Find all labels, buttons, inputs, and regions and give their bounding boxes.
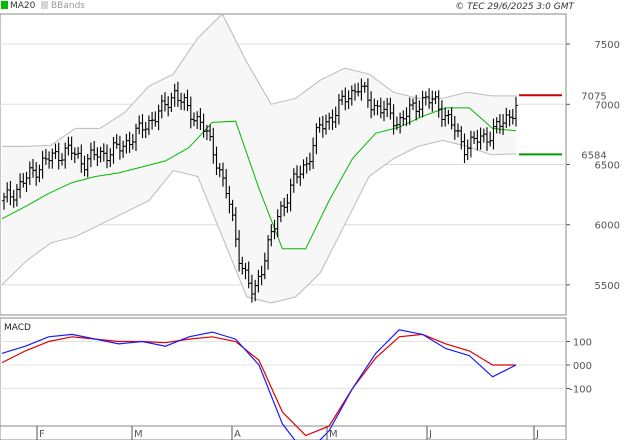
ma20-path bbox=[1, 107, 517, 250]
price-levels: 7075 6584 bbox=[519, 91, 607, 161]
macd-title: MACD bbox=[4, 323, 31, 333]
legend-ma20: MA20 bbox=[10, 1, 36, 11]
bband-fill bbox=[2, 14, 516, 303]
price-tick-label: 5500 bbox=[595, 281, 620, 292]
signal-line bbox=[1, 333, 516, 437]
price-tick-label: 6000 bbox=[595, 221, 620, 232]
macd-tick-label: -100 bbox=[569, 385, 592, 396]
price-tick-label: 6500 bbox=[595, 161, 620, 172]
macd-lines bbox=[1, 329, 517, 440]
month-label: J bbox=[535, 429, 539, 440]
macd-tick-label: 100 bbox=[573, 338, 592, 349]
price-tick-label: 7000 bbox=[595, 100, 620, 111]
price-y-axis: 5500 6000 6500 7000 7500 bbox=[566, 40, 620, 292]
bollinger-bands bbox=[1, 13, 517, 304]
price-bars bbox=[2, 78, 518, 303]
legend-swatch-ma20 bbox=[1, 1, 8, 9]
source-credit: © TEC 29/6/2025 3:0 GMT bbox=[455, 2, 575, 12]
legend-swatch-bbands bbox=[41, 1, 48, 9]
month-label: M bbox=[134, 429, 143, 440]
month-label: M bbox=[329, 429, 338, 440]
level-label: 6584 bbox=[581, 150, 606, 161]
macd-tick-label: 000 bbox=[573, 361, 592, 372]
bband-lower bbox=[1, 139, 517, 304]
macd-panel bbox=[0, 317, 567, 427]
macd-line bbox=[1, 329, 517, 440]
macd-gridlines bbox=[0, 341, 566, 389]
month-label: A bbox=[234, 429, 241, 440]
price-tick-label: 7500 bbox=[595, 40, 620, 51]
month-label: F bbox=[39, 429, 45, 440]
month-label: J bbox=[428, 429, 432, 440]
ma20-line bbox=[1, 107, 517, 250]
level-label: 7075 bbox=[581, 91, 606, 102]
bband-upper bbox=[2, 13, 516, 147]
legend-bbands: BBands bbox=[51, 1, 85, 11]
time-axis bbox=[0, 425, 567, 440]
macd-y-axis: 100 000 -100 bbox=[566, 338, 592, 396]
